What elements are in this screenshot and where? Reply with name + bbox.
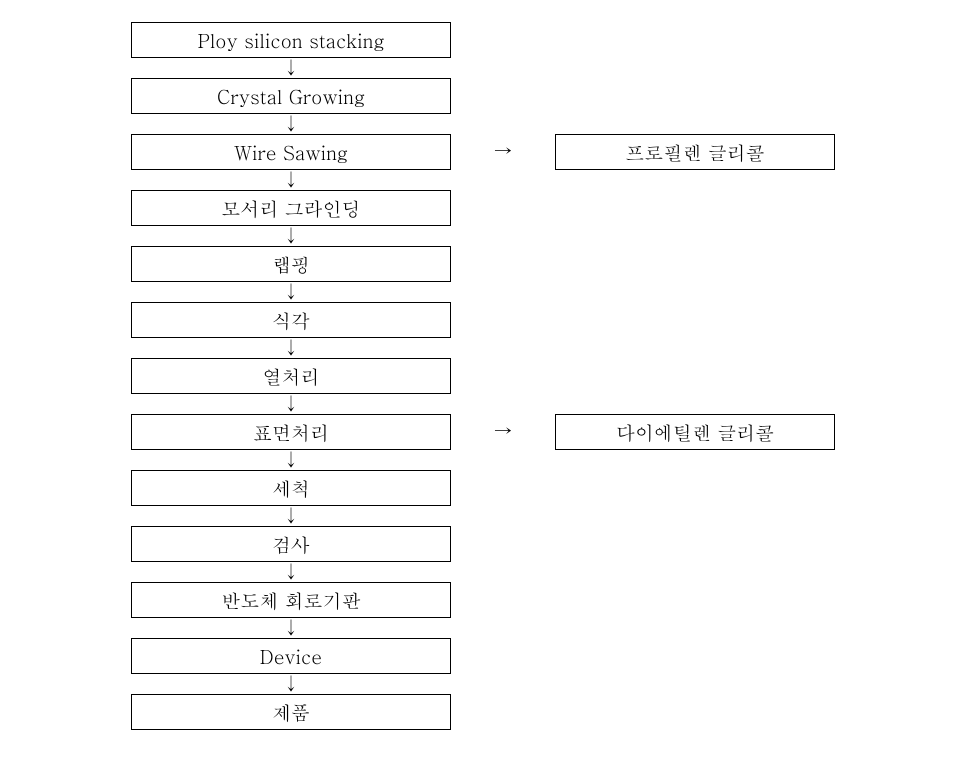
- arrow-down-icon: ↓: [276, 227, 306, 245]
- arrow-down-icon: ↓: [276, 283, 306, 301]
- arrow-down-icon: ↓: [276, 675, 306, 693]
- arrow-down-icon: ↓: [276, 115, 306, 133]
- arrow-down-icon: ↓: [276, 339, 306, 357]
- process-step: 제품: [131, 694, 451, 730]
- arrow-down-icon: ↓: [276, 171, 306, 189]
- process-step: 세척: [131, 470, 451, 506]
- flowchart-container: Ploy silicon stacking↓Crystal Growing↓Wi…: [0, 0, 977, 774]
- process-step: 식각: [131, 302, 451, 338]
- process-step: 검사: [131, 526, 451, 562]
- process-step: 반도체 회로기판: [131, 582, 451, 618]
- process-step: Device: [131, 638, 451, 674]
- arrow-down-icon: ↓: [276, 507, 306, 525]
- process-step: 모서리 그라인딩: [131, 190, 451, 226]
- side-output: 프로필렌 글리콜: [555, 134, 835, 170]
- process-step: 표면처리: [131, 414, 451, 450]
- process-step: 랩핑: [131, 246, 451, 282]
- arrow-down-icon: ↓: [276, 451, 306, 469]
- arrow-right-icon: →: [488, 422, 518, 440]
- side-output: 다이에틸렌 글리콜: [555, 414, 835, 450]
- process-step: Wire Sawing: [131, 134, 451, 170]
- arrow-down-icon: ↓: [276, 395, 306, 413]
- arrow-right-icon: →: [488, 142, 518, 160]
- arrow-down-icon: ↓: [276, 59, 306, 77]
- arrow-down-icon: ↓: [276, 619, 306, 637]
- process-step: 열처리: [131, 358, 451, 394]
- process-step: Crystal Growing: [131, 78, 451, 114]
- process-step: Ploy silicon stacking: [131, 22, 451, 58]
- arrow-down-icon: ↓: [276, 563, 306, 581]
